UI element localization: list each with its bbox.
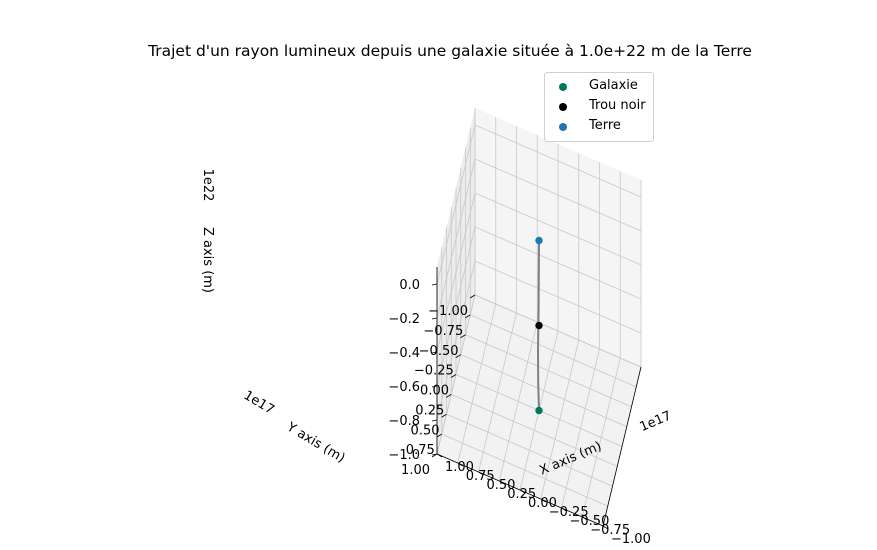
- x-tick-mark: [561, 507, 567, 512]
- x-tick-mark: [582, 516, 588, 521]
- data-marks: [535, 236, 543, 415]
- grid-line-z: [436, 260, 476, 421]
- x-tick-label: −0.50: [570, 514, 610, 529]
- y-tick-mark: [460, 334, 466, 339]
- x-tick-mark: [540, 498, 546, 503]
- z-offset-label: 1e22: [200, 169, 215, 202]
- legend-label-galaxie: Galaxie: [589, 78, 638, 93]
- x-tick-mark: [499, 480, 505, 485]
- y-tick-label: −0.25: [414, 364, 454, 379]
- z-tick-mark: [431, 283, 438, 286]
- grid-line-z: [474, 158, 642, 232]
- galaxie-point: [535, 406, 543, 415]
- z-tick-label: −0.4: [388, 346, 420, 361]
- y-tick-mark: [446, 394, 452, 398]
- x-tick-label: −0.75: [590, 523, 630, 538]
- z-tick-label: −1.0: [388, 448, 420, 463]
- legend-marker-trou-noir: [559, 103, 567, 111]
- legend-label-terre: Terre: [589, 118, 621, 133]
- y-tick-mark: [469, 294, 476, 299]
- grid-line-z: [474, 260, 642, 334]
- y-tick-mark: [465, 314, 471, 319]
- z-tick-mark: [431, 317, 438, 320]
- x-tick-mark: [478, 471, 484, 476]
- x-offset-label: 1e17: [638, 408, 674, 435]
- y-tick-label: 0.25: [415, 403, 444, 418]
- y-tick-label: 1.00: [401, 463, 430, 478]
- z-tick-mark: [431, 351, 438, 354]
- z-axis-label: Z axis (m): [200, 227, 215, 293]
- grid-line-y: [441, 433, 608, 507]
- grid-line-z: [474, 192, 642, 266]
- x-tick-label: −0.25: [549, 505, 589, 520]
- grid-line-z: [436, 192, 476, 353]
- z-tick-label: −0.6: [388, 380, 420, 395]
- terre-point: [535, 236, 543, 245]
- legend-marker-terre: [559, 123, 567, 131]
- grid-line-z: [436, 124, 476, 285]
- z-tick-label: 0.0: [399, 278, 420, 293]
- tick-marks: [431, 283, 609, 530]
- x-tick-mark: [602, 525, 609, 530]
- grid-line-z: [474, 226, 642, 300]
- z-tick-label: −0.2: [388, 312, 420, 327]
- z-tick-mark: [431, 385, 438, 388]
- z-tick-mark: [431, 419, 438, 422]
- y-offset-label: 1e17: [241, 388, 277, 418]
- x-tick-label: −1.00: [611, 532, 651, 547]
- y-axis-label: Y axis (m): [283, 419, 347, 466]
- legend-marker-galaxie: [559, 83, 567, 91]
- grid-line-y: [451, 394, 618, 467]
- grid-line-z: [436, 226, 476, 387]
- x-tick-label: 0.00: [528, 496, 557, 511]
- grid-line-z: [474, 124, 642, 198]
- grid-line-x: [498, 321, 538, 482]
- y-tick-mark: [436, 433, 442, 438]
- legend: Galaxie Trou noir Terre: [544, 72, 654, 142]
- y-tick-mark: [441, 413, 447, 418]
- y-tick-label: 0.75: [406, 443, 435, 458]
- light-path-line: [536, 240, 540, 411]
- y-tick-mark: [455, 354, 461, 358]
- y-tick-mark: [450, 374, 457, 378]
- grid-line-z: [474, 294, 642, 368]
- x-tick-mark: [457, 462, 463, 467]
- x-tick-label: 0.25: [507, 487, 536, 502]
- z-tick-mark: [431, 453, 438, 456]
- legend-label-trou-noir: Trou noir: [589, 98, 646, 113]
- x-tick-label: 0.50: [487, 478, 516, 493]
- x-tick-label: 0.75: [466, 469, 495, 484]
- z-tick-label: −0.8: [388, 414, 420, 429]
- x-tick-mark: [519, 489, 526, 494]
- y-tick-label: 0.00: [420, 384, 449, 399]
- grid-line-x: [457, 303, 497, 464]
- x-axis-line: [602, 366, 642, 527]
- y-tick-label: −0.50: [419, 344, 459, 359]
- y-tick-label: −1.00: [428, 304, 468, 319]
- grid-line-z: [436, 158, 476, 319]
- y-tick-label: −0.75: [423, 324, 463, 339]
- x-tick-mark: [436, 453, 443, 458]
- grid-line-y: [446, 413, 613, 487]
- chart-title: Trajet d'un rayon lumineux depuis une ga…: [148, 42, 752, 60]
- tick-labels: −1.00−0.75−0.50−0.250.000.250.500.751.00…: [388, 278, 650, 547]
- grid-line-x: [478, 312, 517, 473]
- y-tick-label: 0.50: [411, 423, 440, 438]
- trou-noir-point: [535, 321, 543, 330]
- x-tick-label: 1.00: [445, 460, 474, 475]
